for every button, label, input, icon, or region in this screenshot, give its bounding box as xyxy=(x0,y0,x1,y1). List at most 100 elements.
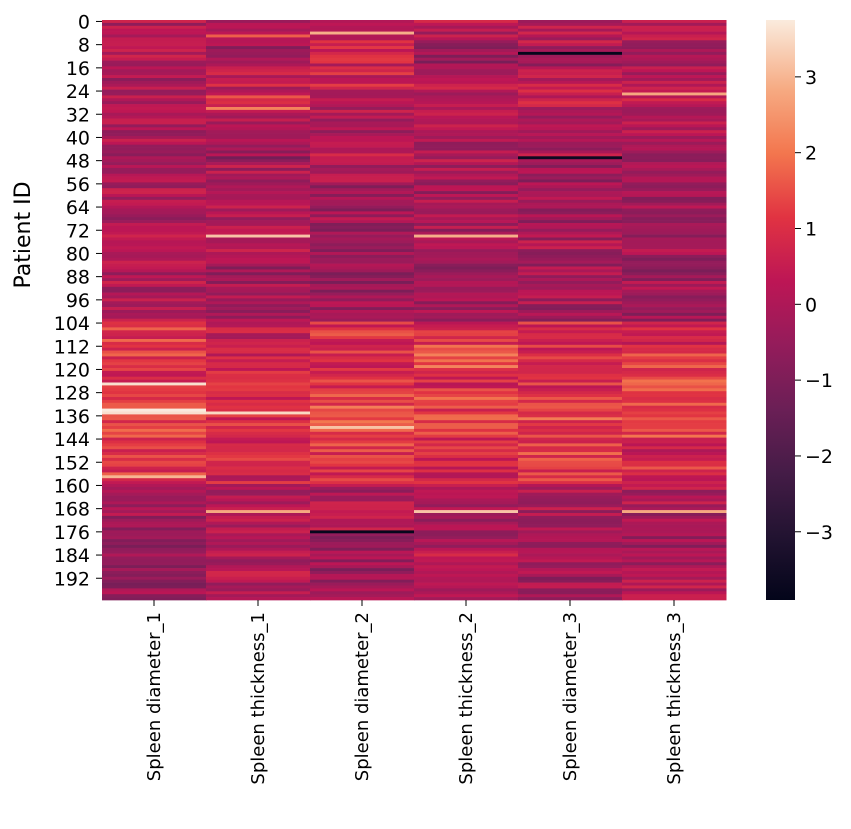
heatmap-cell xyxy=(414,80,519,85)
heatmap-cell xyxy=(102,536,207,540)
heatmap-cell xyxy=(102,553,207,557)
heatmap-cell xyxy=(310,426,415,430)
heatmap-cell xyxy=(414,182,519,186)
heatmap-cell xyxy=(310,301,415,305)
heatmap-cell xyxy=(622,51,727,56)
heatmap-cell xyxy=(622,286,727,291)
heatmap-cell xyxy=(414,501,519,505)
heatmap-cell xyxy=(518,318,623,322)
heatmap-cell xyxy=(518,475,623,479)
heatmap-cell xyxy=(414,295,519,299)
heatmap-cell xyxy=(310,205,415,209)
heatmap-cell xyxy=(102,257,207,262)
heatmap-cell xyxy=(206,443,311,447)
heatmap-cell xyxy=(518,20,623,24)
heatmap-cell xyxy=(414,89,519,93)
heatmap-cell xyxy=(622,333,727,337)
heatmap-cell xyxy=(310,495,415,499)
heatmap-cell xyxy=(102,376,207,380)
heatmap-cell xyxy=(414,530,519,534)
heatmap-cell xyxy=(206,237,311,241)
heatmap-cell xyxy=(518,170,623,175)
heatmap-cell xyxy=(102,40,207,44)
heatmap-cell xyxy=(414,278,519,282)
heatmap-cell xyxy=(102,469,207,473)
heatmap-cell xyxy=(518,278,623,282)
heatmap-cell xyxy=(622,597,727,601)
heatmap-cell xyxy=(622,278,727,282)
heatmap-cell xyxy=(414,446,519,450)
heatmap-cell xyxy=(206,469,311,473)
heatmap-cell xyxy=(414,214,519,218)
heatmap-cell xyxy=(414,138,519,143)
colorbar-tick-label: −3 xyxy=(805,522,833,544)
heatmap-cell xyxy=(518,423,623,427)
heatmap-cell xyxy=(622,208,727,212)
heatmap-cell xyxy=(622,223,727,227)
heatmap-cell xyxy=(622,136,727,140)
heatmap-cell xyxy=(518,249,623,253)
heatmap-cell xyxy=(622,153,727,157)
heatmap-cell xyxy=(518,101,623,105)
heatmap-cell xyxy=(518,57,623,61)
heatmap-cell xyxy=(310,423,415,427)
colorbar-tick-label: 2 xyxy=(805,143,817,165)
heatmap-cell xyxy=(206,440,311,444)
heatmap-cell xyxy=(622,521,727,525)
heatmap-cell xyxy=(310,368,415,372)
heatmap-cell xyxy=(206,223,311,227)
heatmap-cell xyxy=(518,484,623,488)
heatmap-cell xyxy=(414,440,519,444)
row-tick-label: 104 xyxy=(54,313,90,335)
heatmap-cell xyxy=(518,98,623,102)
heatmap-cell xyxy=(622,446,727,450)
heatmap-cell xyxy=(414,339,519,343)
heatmap-cell xyxy=(414,495,519,499)
heatmap-cell xyxy=(622,63,727,67)
colorbar-axis: 3 2 1 0 −1 −2 −3 xyxy=(795,67,833,544)
heatmap-cell xyxy=(102,246,207,250)
heatmap-cell xyxy=(102,214,207,218)
heatmap-cell xyxy=(206,353,311,357)
heatmap-cell xyxy=(518,446,623,450)
heatmap-cell xyxy=(102,199,207,204)
heatmap-cell xyxy=(310,484,415,488)
heatmap-cell xyxy=(310,312,415,317)
heatmap-cell xyxy=(206,199,311,204)
heatmap-cell xyxy=(518,150,623,154)
heatmap-cell xyxy=(622,437,727,441)
heatmap-cell xyxy=(310,379,415,383)
heatmap-cell xyxy=(310,278,415,282)
heatmap-cell xyxy=(414,513,519,517)
heatmap-cell xyxy=(622,428,727,433)
heatmap-cell xyxy=(414,144,519,148)
heatmap-cell xyxy=(310,159,415,163)
heatmap-cell xyxy=(518,370,623,375)
heatmap-cell xyxy=(102,385,207,389)
heatmap-cell xyxy=(102,573,207,578)
row-tick-label: 0 xyxy=(78,11,90,33)
heatmap-cell xyxy=(102,588,207,592)
heatmap-cell xyxy=(518,547,623,552)
heatmap-cell xyxy=(414,22,519,27)
heatmap-cell xyxy=(102,272,207,276)
heatmap-cell xyxy=(310,446,415,450)
heatmap-cell xyxy=(518,298,623,302)
heatmap-cell xyxy=(310,530,415,534)
heatmap-cell xyxy=(102,307,207,311)
heatmap-cell xyxy=(622,112,727,117)
heatmap-cell xyxy=(206,138,311,143)
heatmap-cell xyxy=(310,133,415,137)
heatmap-cell xyxy=(518,75,623,79)
heatmap-cell xyxy=(310,281,415,285)
heatmap-cell xyxy=(310,576,415,581)
heatmap-cell xyxy=(414,25,519,30)
heatmap-cell xyxy=(102,455,207,459)
heatmap-cell xyxy=(206,133,311,137)
heatmap-cell xyxy=(310,249,415,253)
heatmap-cell xyxy=(206,272,311,276)
heatmap-cell xyxy=(622,565,727,569)
heatmap-cell xyxy=(414,353,519,357)
heatmap-cell xyxy=(102,510,207,514)
heatmap-cell xyxy=(310,83,415,88)
